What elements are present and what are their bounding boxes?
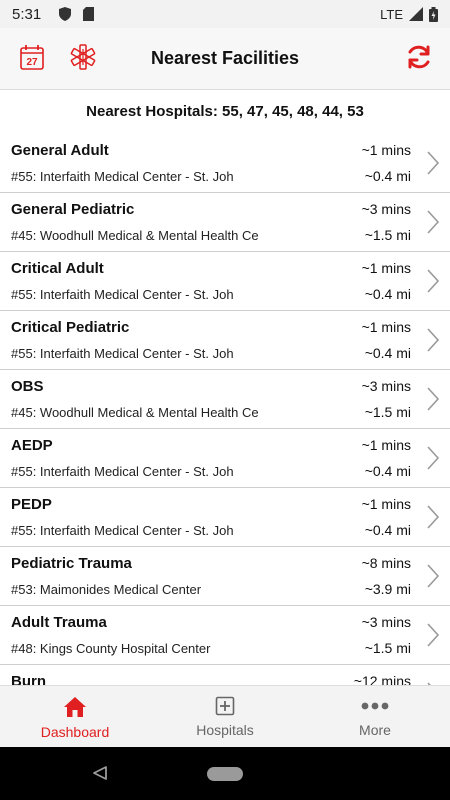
facility-distance: ~0.4 mi xyxy=(364,168,411,184)
chevron-right-icon xyxy=(427,328,440,352)
back-icon[interactable] xyxy=(93,766,107,780)
home-icon xyxy=(64,697,86,717)
tab-more[interactable]: More xyxy=(300,686,450,747)
home-pill-button[interactable] xyxy=(207,767,243,781)
facility-time: ~8 mins xyxy=(361,555,411,571)
chevron-right-icon xyxy=(427,151,440,175)
star-of-life-icon xyxy=(70,44,96,70)
facility-row[interactable]: OBS #45: Woodhull Medical & Mental Healt… xyxy=(0,370,450,429)
facility-name: General Adult xyxy=(11,142,109,159)
chevron-right-icon xyxy=(427,210,440,234)
facility-time: ~3 mins xyxy=(361,614,411,630)
facility-time: ~1 mins xyxy=(361,437,411,453)
tab-dashboard[interactable]: Dashboard xyxy=(0,686,150,747)
facility-distance: ~0.4 mi xyxy=(364,286,411,302)
facility-hospital: #55: Interfaith Medical Center - St. Joh xyxy=(11,287,234,302)
facility-row[interactable]: PEDP #55: Interfaith Medical Center - St… xyxy=(0,488,450,547)
facility-distance: ~1.5 mi xyxy=(364,640,411,656)
refresh-button[interactable] xyxy=(404,42,434,72)
system-nav-bar xyxy=(0,747,450,800)
more-dots-icon xyxy=(361,702,389,710)
facility-row[interactable]: General Pediatric #45: Woodhull Medical … xyxy=(0,193,450,252)
facility-name: Critical Adult xyxy=(11,260,104,277)
facility-hospital: #45: Woodhull Medical & Mental Health Ce xyxy=(11,405,259,420)
bottom-nav: Dashboard Hospitals More xyxy=(0,685,450,747)
facility-hospital: #55: Interfaith Medical Center - St. Joh xyxy=(11,346,234,361)
facility-distance: ~1.5 mi xyxy=(364,404,411,420)
facility-time: ~3 mins xyxy=(361,201,411,217)
sd-card-icon xyxy=(83,7,95,21)
battery-icon xyxy=(429,6,438,22)
calendar-day: 27 xyxy=(26,57,38,68)
tab-hospitals[interactable]: Hospitals xyxy=(150,686,300,747)
tab-label: Hospitals xyxy=(196,722,254,738)
facility-row[interactable]: General Adult #55: Interfaith Medical Ce… xyxy=(0,134,450,193)
hospital-plus-icon xyxy=(215,696,235,716)
chevron-right-icon xyxy=(427,505,440,529)
facility-hospital: #55: Interfaith Medical Center - St. Joh xyxy=(11,169,234,184)
network-type: LTE xyxy=(380,6,403,22)
facility-hospital: #53: Maimonides Medical Center xyxy=(11,582,202,597)
facility-distance: ~1.5 mi xyxy=(364,227,411,243)
facility-distance: ~0.4 mi xyxy=(364,463,411,479)
facility-distance: ~3.9 mi xyxy=(364,581,411,597)
facility-distance: ~0.4 mi xyxy=(364,522,411,538)
facility-row[interactable]: Critical Pediatric #55: Interfaith Medic… xyxy=(0,311,450,370)
facility-row[interactable]: Pediatric Trauma #53: Maimonides Medical… xyxy=(0,547,450,606)
tab-label: More xyxy=(359,722,391,738)
facility-hospital: #45: Woodhull Medical & Mental Health Ce xyxy=(11,228,259,243)
facility-time: ~1 mins xyxy=(361,319,411,335)
nearest-hospitals-summary: Nearest Hospitals: 55, 47, 45, 48, 44, 5… xyxy=(86,103,364,120)
tab-label: Dashboard xyxy=(40,724,110,740)
facility-row[interactable]: Critical Adult #55: Interfaith Medical C… xyxy=(0,252,450,311)
facility-name: General Pediatric xyxy=(11,201,135,218)
facility-time: ~12 mins xyxy=(353,673,411,685)
facility-name: Burn xyxy=(11,673,46,685)
chevron-right-icon xyxy=(427,623,440,647)
facility-name: Adult Trauma xyxy=(11,614,107,631)
facility-distance: ~0.4 mi xyxy=(364,345,411,361)
chevron-right-icon xyxy=(427,564,440,588)
calendar-button[interactable]: 27 xyxy=(17,42,47,72)
chevron-right-icon xyxy=(427,269,440,293)
status-time: 5:31 xyxy=(12,5,42,23)
facility-row[interactable]: Burn ~12 mins xyxy=(0,665,450,685)
ems-star-button[interactable] xyxy=(68,42,98,72)
status-bar: 5:31 LTE xyxy=(0,0,450,28)
facility-hospital: #55: Interfaith Medical Center - St. Joh xyxy=(11,464,234,479)
chevron-right-icon xyxy=(427,387,440,411)
facility-name: Critical Pediatric xyxy=(11,319,130,336)
chevron-right-icon xyxy=(427,446,440,470)
facility-time: ~1 mins xyxy=(361,142,411,158)
facility-name: OBS xyxy=(11,378,44,395)
signal-icon xyxy=(409,7,423,21)
facility-hospital: #55: Interfaith Medical Center - St. Joh xyxy=(11,523,234,538)
facility-name: AEDP xyxy=(11,437,53,454)
app-header: 27 Nearest Facilities xyxy=(0,28,450,90)
facility-name: PEDP xyxy=(11,496,52,513)
facility-time: ~1 mins xyxy=(361,496,411,512)
facilities-list[interactable]: General Adult #55: Interfaith Medical Ce… xyxy=(0,134,450,685)
facility-time: ~3 mins xyxy=(361,378,411,394)
facility-time: ~1 mins xyxy=(361,260,411,276)
refresh-icon xyxy=(408,45,430,69)
facility-row[interactable]: Adult Trauma #48: Kings County Hospital … xyxy=(0,606,450,665)
facility-name: Pediatric Trauma xyxy=(11,555,132,572)
shield-icon xyxy=(59,7,72,21)
facility-row[interactable]: AEDP #55: Interfaith Medical Center - St… xyxy=(0,429,450,488)
facility-hospital: #48: Kings County Hospital Center xyxy=(11,641,211,656)
calendar-icon: 27 xyxy=(20,45,44,70)
